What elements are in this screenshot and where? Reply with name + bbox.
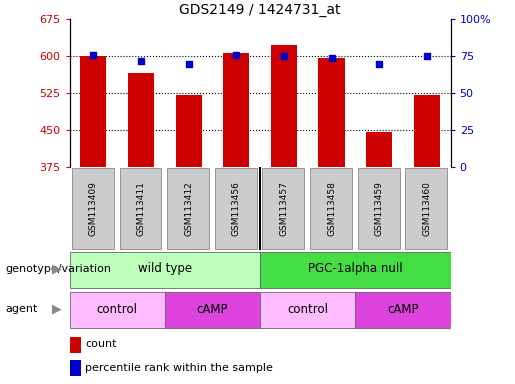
Text: control: control: [287, 303, 328, 316]
Bar: [176, 94, 202, 167]
FancyBboxPatch shape: [215, 168, 257, 249]
FancyBboxPatch shape: [355, 292, 451, 328]
FancyBboxPatch shape: [72, 168, 114, 249]
Text: genotype/variation: genotype/variation: [5, 264, 111, 274]
Bar: [128, 73, 154, 167]
Text: count: count: [85, 339, 116, 349]
Bar: [223, 53, 249, 167]
Text: GSM113459: GSM113459: [375, 181, 384, 236]
Bar: [70, 360, 81, 376]
Point: [232, 51, 241, 58]
Point: [328, 55, 336, 61]
Bar: [80, 56, 107, 167]
FancyBboxPatch shape: [310, 168, 352, 249]
FancyBboxPatch shape: [119, 168, 162, 249]
Bar: [414, 94, 440, 167]
Bar: [271, 45, 297, 167]
FancyBboxPatch shape: [260, 252, 451, 288]
Point: [423, 53, 431, 59]
Text: GSM113456: GSM113456: [232, 181, 241, 236]
FancyBboxPatch shape: [70, 252, 260, 288]
Text: percentile rank within the sample: percentile rank within the sample: [85, 363, 273, 373]
Bar: [366, 132, 392, 167]
Text: GSM113411: GSM113411: [136, 181, 145, 236]
Text: ▶: ▶: [52, 303, 61, 316]
Text: cAMP: cAMP: [387, 303, 419, 316]
Text: PGC-1alpha null: PGC-1alpha null: [308, 262, 403, 275]
Text: control: control: [97, 303, 138, 316]
FancyBboxPatch shape: [358, 168, 400, 249]
Text: GSM113458: GSM113458: [327, 181, 336, 236]
Text: agent: agent: [5, 304, 38, 314]
FancyBboxPatch shape: [165, 292, 260, 328]
Bar: [70, 337, 81, 353]
Point: [375, 61, 383, 67]
FancyBboxPatch shape: [167, 168, 209, 249]
Text: GSM113460: GSM113460: [422, 181, 431, 236]
FancyBboxPatch shape: [405, 168, 448, 249]
Text: GSM113457: GSM113457: [280, 181, 288, 236]
Point: [89, 51, 97, 58]
Text: ▶: ▶: [52, 262, 61, 275]
FancyBboxPatch shape: [260, 292, 355, 328]
FancyBboxPatch shape: [70, 292, 165, 328]
Text: wild type: wild type: [138, 262, 192, 275]
Title: GDS2149 / 1424731_at: GDS2149 / 1424731_at: [179, 3, 341, 17]
Text: GSM113409: GSM113409: [89, 181, 98, 236]
Point: [184, 61, 193, 67]
Point: [280, 53, 288, 59]
Bar: [318, 58, 345, 167]
FancyBboxPatch shape: [263, 168, 304, 249]
Text: GSM113412: GSM113412: [184, 181, 193, 236]
Point: [137, 58, 145, 64]
Text: cAMP: cAMP: [197, 303, 228, 316]
